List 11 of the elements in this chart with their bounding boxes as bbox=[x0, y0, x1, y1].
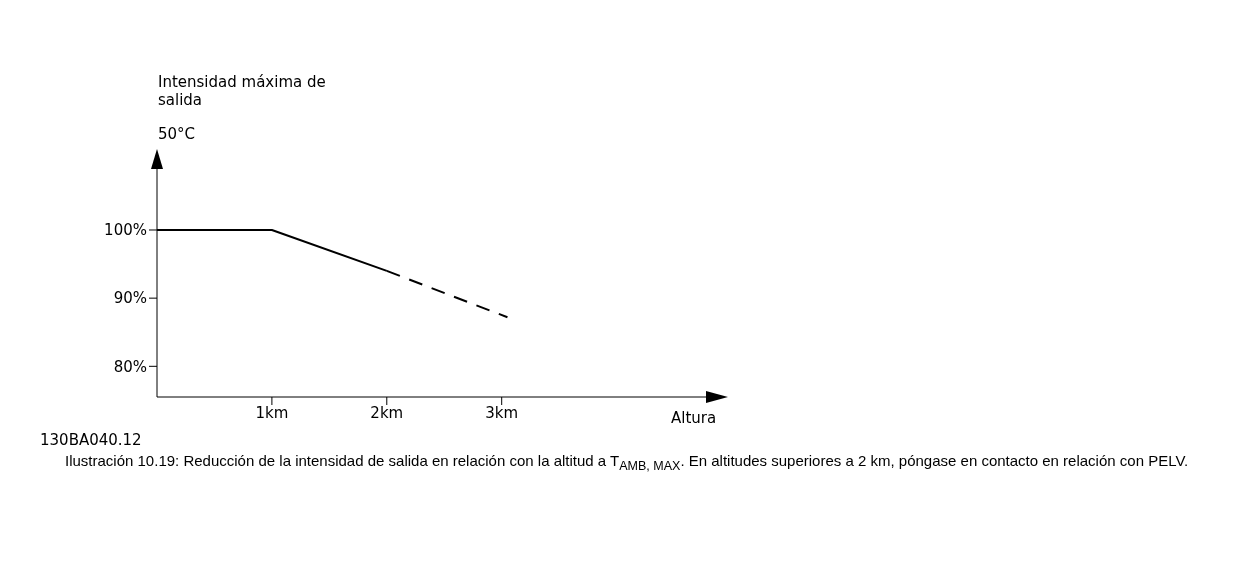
text: 130BA040.12 bbox=[40, 431, 142, 449]
x-tick-label: 1km bbox=[255, 403, 289, 422]
y-tick-label: 90% bbox=[113, 289, 147, 308]
y-tick-label: 100% bbox=[104, 221, 147, 240]
text: Ilustración 10.19: Reducción de la intensidad de salida en relación con la altitud a T$_{AMB, MAX}$. En altitudes superiores a 2 km, póngase en contacto en relación con PELV. bbox=[65, 451, 1190, 475]
x-tick-label: 3km bbox=[485, 403, 519, 422]
y-axis-title: Intensidad máxima de salida bbox=[158, 73, 327, 109]
text: 50°C bbox=[158, 125, 196, 143]
x-axis-title: Altura bbox=[671, 409, 717, 427]
y-tick-label: 80% bbox=[113, 357, 147, 376]
x-tick-label: 2km bbox=[370, 403, 404, 422]
